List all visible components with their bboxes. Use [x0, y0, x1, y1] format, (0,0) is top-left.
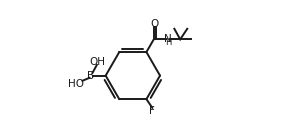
Text: OH: OH [90, 57, 105, 67]
Text: N: N [164, 34, 172, 44]
Text: O: O [150, 19, 159, 29]
Text: HO: HO [68, 79, 84, 89]
Text: B: B [87, 71, 94, 81]
Text: F: F [149, 106, 155, 116]
Text: H: H [165, 38, 172, 47]
